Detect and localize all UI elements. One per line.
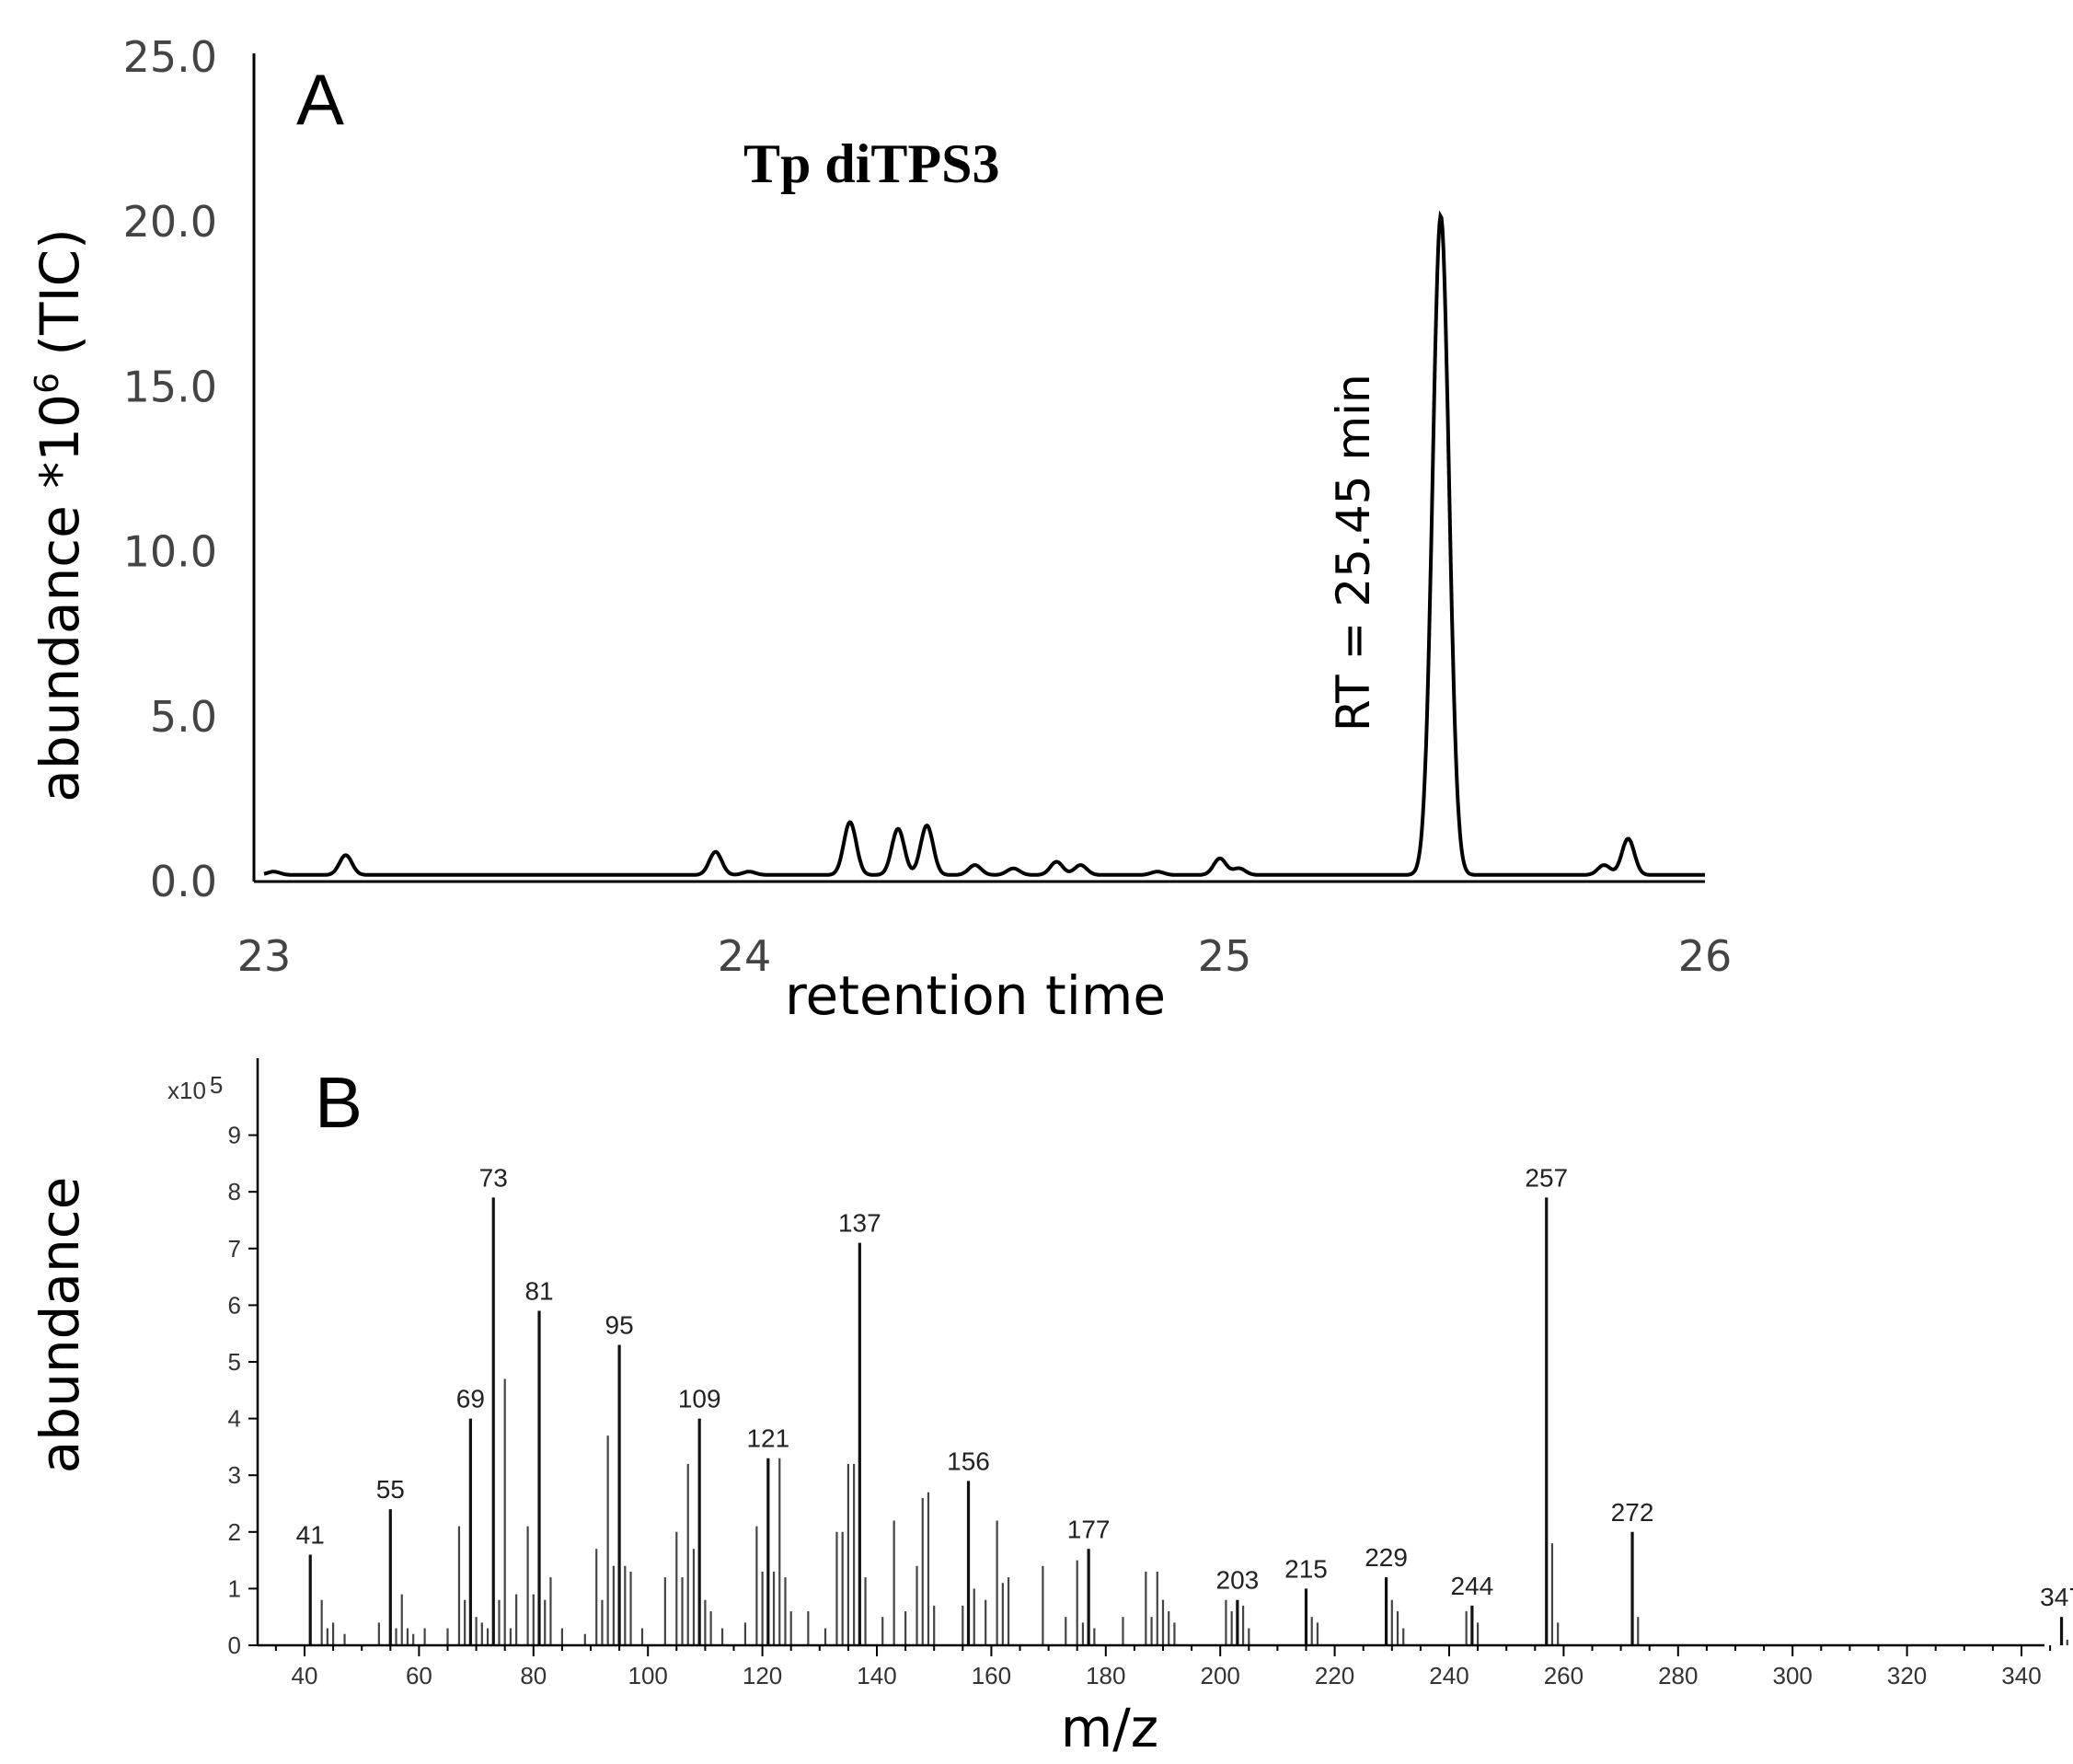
spectrum-peak-label: 203: [1216, 1566, 1260, 1595]
panel-b-x-tick-label: 220: [1315, 1662, 1354, 1689]
panel-a-y-label: abundance *106 (TIC): [29, 228, 91, 801]
spectrum-peak-labels: 41 55 69 73 81 95 109 121 137 156 177 203 215 229 244 2…: [296, 1163, 2073, 1611]
panel-b-x-tick-label: 260: [1544, 1662, 1584, 1689]
panel-b-x-tick-label: 280: [1658, 1662, 1698, 1689]
spectrum-peak-label: 347: [2040, 1583, 2073, 1611]
panel-b-y-label: abundance: [29, 1177, 91, 1474]
panel-a-y-label-prefix: abundance *10: [29, 394, 91, 802]
panel-b-x-tick-label: 200: [1201, 1662, 1240, 1689]
spectrum-peak-label: 137: [838, 1209, 881, 1238]
panel-a-y-tick-label: 15.0: [123, 362, 217, 411]
panel-b-x-tick-label: 100: [628, 1662, 668, 1689]
panel-b-x-tick-label: 180: [1086, 1662, 1125, 1689]
spectrum-peak-label: 215: [1284, 1554, 1328, 1583]
spectrum-peak-label: 121: [746, 1424, 789, 1453]
panel-b-y-tick-label: 7: [228, 1235, 241, 1262]
panel-b-x-tick-label: 320: [1887, 1662, 1927, 1689]
spectrum-peak-label: 41: [296, 1520, 325, 1549]
panel-a-y-label-exp: 6: [29, 373, 66, 394]
panel-b-x-tick-label: 160: [972, 1662, 1011, 1689]
panel-a-title: Tp diTPS3: [743, 133, 999, 194]
panel-a-letter: A: [296, 59, 344, 140]
panel-b-x-label: m/z: [1061, 1697, 1158, 1759]
panel-b-scale-prefix: x10: [167, 1077, 206, 1104]
panel-b-y-tick-label: 9: [228, 1122, 241, 1149]
panel-a-x-tick-label: 24: [718, 931, 772, 981]
spectrum-peak-label: 244: [1451, 1572, 1494, 1600]
panel-a-chromatogram: A Tp diTPS3 0.05.010.015.020.025.0 23 24 2…: [29, 32, 1732, 1027]
spectrum-peak-label: 81: [524, 1277, 553, 1306]
panel-b-y-tick-label: 3: [228, 1461, 241, 1489]
panel-b-scale-label: x10 5: [167, 1071, 223, 1104]
spectrum-peak-label: 69: [456, 1385, 485, 1413]
panel-b-y-tick-label: 4: [228, 1405, 241, 1433]
spectrum-peak-label: 229: [1365, 1543, 1408, 1572]
panel-b-y-tick-label: 8: [228, 1178, 241, 1205]
spectrum-peak-label: 95: [605, 1311, 634, 1340]
spectrum-peak-label: 272: [1611, 1498, 1654, 1527]
panel-b-x-tick-label: 300: [1773, 1662, 1813, 1689]
peak-rt-annotation: RT = 25.45 min: [1327, 374, 1380, 732]
spectrum-peak-label: 156: [947, 1447, 990, 1475]
panel-a-x-label: retention time: [785, 964, 1166, 1027]
panel-a-y-tick-label: 5.0: [150, 692, 217, 742]
panel-b-scale-exp: 5: [210, 1071, 223, 1099]
panel-b-x-tick-label: 340: [2001, 1662, 2041, 1689]
panel-a-y-tick-label: 0.0: [150, 857, 217, 906]
spectrum-peak-label: 55: [376, 1475, 405, 1504]
panel-a-x-ticks: 23 24 25 26: [237, 931, 1733, 981]
panel-b-letter: B: [315, 1062, 363, 1143]
spectrum-peak-label: 73: [479, 1163, 508, 1192]
panel-b-x-tick-label: 120: [743, 1662, 782, 1689]
panel-b-y-ticks: 0 1 2 3 4 5 6 7 8 9: [228, 1122, 258, 1659]
panel-b-y-tick-label: 2: [228, 1518, 241, 1546]
panel-b-y-tick-label: 5: [228, 1348, 241, 1376]
panel-a-x-tick-label: 26: [1678, 931, 1733, 981]
panel-a-y-tick-label: 25.0: [123, 32, 217, 82]
panel-b-y-tick-label: 6: [228, 1291, 241, 1319]
panel-b-y-tick-label: 0: [228, 1631, 241, 1659]
panel-b-y-tick-label: 1: [228, 1574, 241, 1602]
panel-b-x-tick-label: 80: [520, 1662, 547, 1689]
panel-a-x-tick-label: 25: [1198, 931, 1252, 981]
spectrum-peak-label: 177: [1067, 1515, 1111, 1543]
spectrum-peak-label: 109: [678, 1385, 721, 1413]
panel-a-y-tick-label: 20.0: [123, 197, 217, 247]
tic-trace: [263, 210, 1705, 877]
panel-b-x-tick-label: 60: [406, 1662, 432, 1689]
panel-b-x-tick-label: 140: [857, 1662, 896, 1689]
spectrum-peak-label: 257: [1525, 1163, 1568, 1192]
panel-a-y-tick-label: 10.0: [123, 527, 217, 577]
panel-a-y-ticks: 0.0 5.0 10.0 15.0 20.0 25.0: [123, 32, 217, 906]
panel-b-x-ticks: 40 60 80 100 120 140 160 180 200 220 240 260 280 300 3…: [274, 1645, 2052, 1689]
panel-a-y-label-suffix: (TIC): [29, 228, 91, 373]
spectrum-bars: [308, 1197, 2068, 1645]
panel-b-x-tick-label: 240: [1429, 1662, 1468, 1689]
panel-b-x-tick-label: 40: [292, 1662, 318, 1689]
panel-a-x-tick-label: 23: [237, 931, 292, 981]
